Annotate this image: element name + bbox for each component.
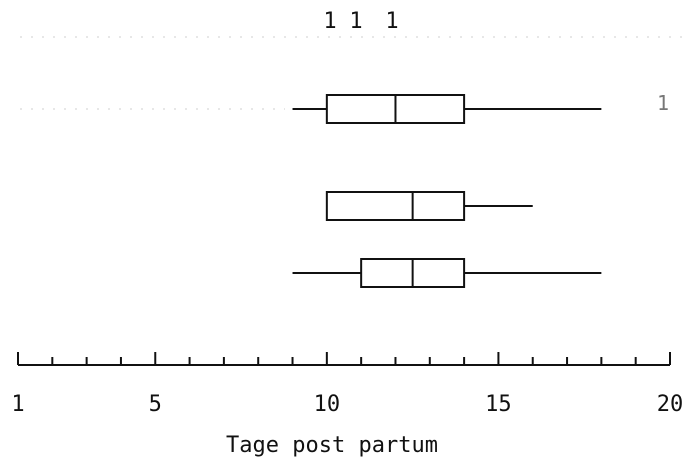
x-axis-ticks [17, 352, 671, 365]
x-tick-label: 5 [149, 392, 162, 417]
right-edge-label: 1 [657, 91, 669, 115]
x-axis-tick-labels: 1 5 10 15 20 [11, 392, 683, 417]
x-tick-label: 20 [657, 392, 684, 417]
top-label: 1 [323, 9, 336, 34]
top-label: 1 [349, 9, 362, 34]
box-item [292, 94, 602, 124]
x-tick-label: 10 [314, 392, 341, 417]
x-tick-label: 1 [11, 392, 24, 417]
x-axis-title: Tage post partum [226, 433, 438, 458]
box-item [292, 258, 602, 288]
top-label: 1 [385, 9, 398, 34]
box-rect [325, 191, 466, 221]
x-tick-label: 15 [485, 392, 512, 417]
box-item [325, 191, 533, 221]
boxes-group [292, 94, 602, 288]
